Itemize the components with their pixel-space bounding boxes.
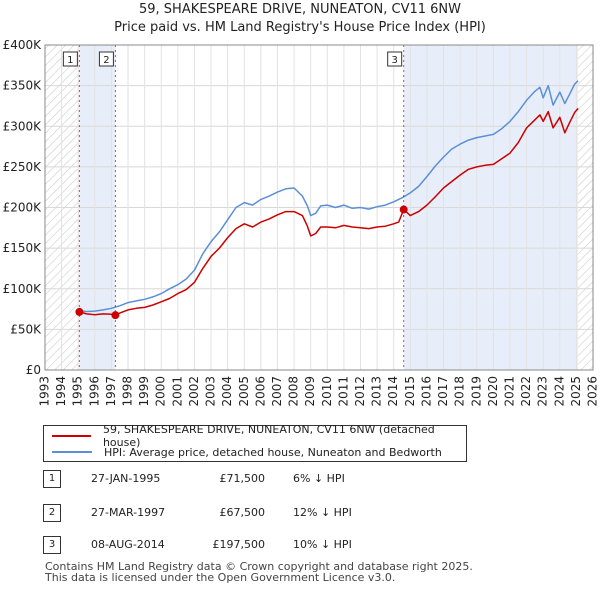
sale-marker-badge xyxy=(387,51,403,67)
legend-item-hpi: HPI: Average price, detached house, Nune… xyxy=(52,444,442,460)
footer-line-2: This data is licensed under the Open Gov… xyxy=(45,571,396,584)
y-tick-label: £50K xyxy=(10,322,42,336)
x-tick-label: 2026 xyxy=(586,376,600,407)
y-tick-label: £200K xyxy=(3,201,43,215)
y-tick-label: £350K xyxy=(3,79,43,93)
x-tick-label: 2022 xyxy=(519,376,533,407)
chart-legend: 59, SHAKESPEARE DRIVE, NUNEATON, CV11 6N… xyxy=(43,423,467,462)
sale-hpi-diff: 10% ↓ HPI xyxy=(293,538,352,551)
footer-line-1: Contains HM Land Registry data © Crown c… xyxy=(45,560,473,573)
x-tick-label: 2006 xyxy=(253,376,267,407)
y-tick-label: £0 xyxy=(26,363,41,377)
sale-marker-badge xyxy=(62,51,78,67)
x-tick-label: 2005 xyxy=(237,376,251,407)
y-tick-label: £300K xyxy=(3,119,43,133)
sale-price: £71,500 xyxy=(219,472,266,485)
chart-title: 59, SHAKESPEARE DRIVE, NUNEATON, CV11 6N… xyxy=(138,2,461,17)
sale-number-badge: 2 xyxy=(43,504,61,522)
x-tick-label: 2025 xyxy=(569,376,583,407)
property-series-line xyxy=(79,107,579,316)
price-chart: 1 2 3 £0 £50K £100K £150K £200K £250K £300K £350K… xyxy=(3,38,600,407)
chart-subtitle: Price paid vs. HM Land Registry's House … xyxy=(114,20,486,35)
legend-item-property: 59, SHAKESPEARE DRIVE, NUNEATON, CV11 6N… xyxy=(52,423,466,449)
y-tick-label: £250K xyxy=(3,160,43,174)
hpi-series-line xyxy=(78,80,579,313)
x-tick-label: 2023 xyxy=(536,376,550,407)
x-tick-label: 1997 xyxy=(104,376,118,407)
x-tick-label: 2020 xyxy=(486,376,500,407)
sale-marker-label: 3 xyxy=(392,55,398,66)
sale-date: 27-JAN-1995 xyxy=(91,472,161,485)
legend-swatch-property xyxy=(52,435,91,437)
x-tick-label: 2008 xyxy=(287,376,301,407)
legend-label-hpi: HPI: Average price, detached house, Nune… xyxy=(104,445,442,459)
x-tick-label: 2016 xyxy=(419,376,433,407)
x-tick-label: 1995 xyxy=(71,376,85,407)
x-tick-label: 2015 xyxy=(403,376,417,407)
footer-attribution: Contains HM Land Registry data © Crown c… xyxy=(45,561,473,583)
sale-date: 08-AUG-2014 xyxy=(91,538,165,551)
x-tick-label: 1993 xyxy=(38,376,52,407)
table-row: 2 27-MAR-1997 £67,500 12% ↓ HPI xyxy=(43,504,443,522)
x-tick-label: 2009 xyxy=(303,376,317,407)
legend-swatch-hpi xyxy=(52,451,92,453)
legend-label-property: 59, SHAKESPEARE DRIVE, NUNEATON, CV11 6N… xyxy=(102,423,435,449)
x-tick-label: 2011 xyxy=(336,376,350,407)
sale-point xyxy=(75,307,84,316)
sale-marker-badge xyxy=(98,51,114,67)
x-tick-label: 2014 xyxy=(386,376,400,407)
sale-point xyxy=(111,311,120,320)
sale-point xyxy=(399,205,408,214)
sale-marker-label: 1 xyxy=(67,55,73,66)
x-tick-label: 1996 xyxy=(87,376,101,407)
table-row: 3 08-AUG-2014 £197,500 10% ↓ HPI xyxy=(43,536,443,554)
x-tick-label: 2010 xyxy=(320,376,334,407)
sale-marker-label: 2 xyxy=(103,55,109,66)
x-tick-label: 2012 xyxy=(353,376,367,407)
x-tick-label: 1998 xyxy=(121,376,135,407)
sale-price: £197,500 xyxy=(212,538,266,551)
plot-frame xyxy=(44,44,594,371)
x-tick-label: 2000 xyxy=(154,376,168,407)
sale-number-badge: 3 xyxy=(43,536,61,554)
sale-date: 27-MAR-1997 xyxy=(91,506,166,519)
x-tick-label: 2003 xyxy=(204,376,218,407)
sale-hpi-diff: 12% ↓ HPI xyxy=(293,506,352,519)
x-tick-label: 2002 xyxy=(187,376,201,407)
y-tick-label: £100K xyxy=(3,282,43,296)
x-tick-label: 2013 xyxy=(370,376,384,407)
y-tick-label: £400K xyxy=(3,38,43,52)
sale-hpi-diff: 6% ↓ HPI xyxy=(293,472,345,485)
x-tick-label: 2018 xyxy=(453,376,467,407)
x-tick-label: 2004 xyxy=(220,376,234,407)
x-tick-label: 2019 xyxy=(469,376,483,407)
x-tick-label: 1999 xyxy=(137,376,151,407)
x-tick-label: 2001 xyxy=(170,376,184,407)
table-row: 1 27-JAN-1995 £71,500 6% ↓ HPI xyxy=(43,470,443,488)
y-tick-label: £150K xyxy=(3,241,43,255)
x-tick-label: 2007 xyxy=(270,376,284,407)
sale-price: £67,500 xyxy=(219,506,266,519)
x-tick-label: 1994 xyxy=(54,376,68,407)
sale-number-badge: 1 xyxy=(43,470,61,488)
x-tick-label: 2017 xyxy=(436,376,450,407)
x-tick-label: 2021 xyxy=(502,376,516,407)
x-tick-label: 2024 xyxy=(552,376,566,407)
